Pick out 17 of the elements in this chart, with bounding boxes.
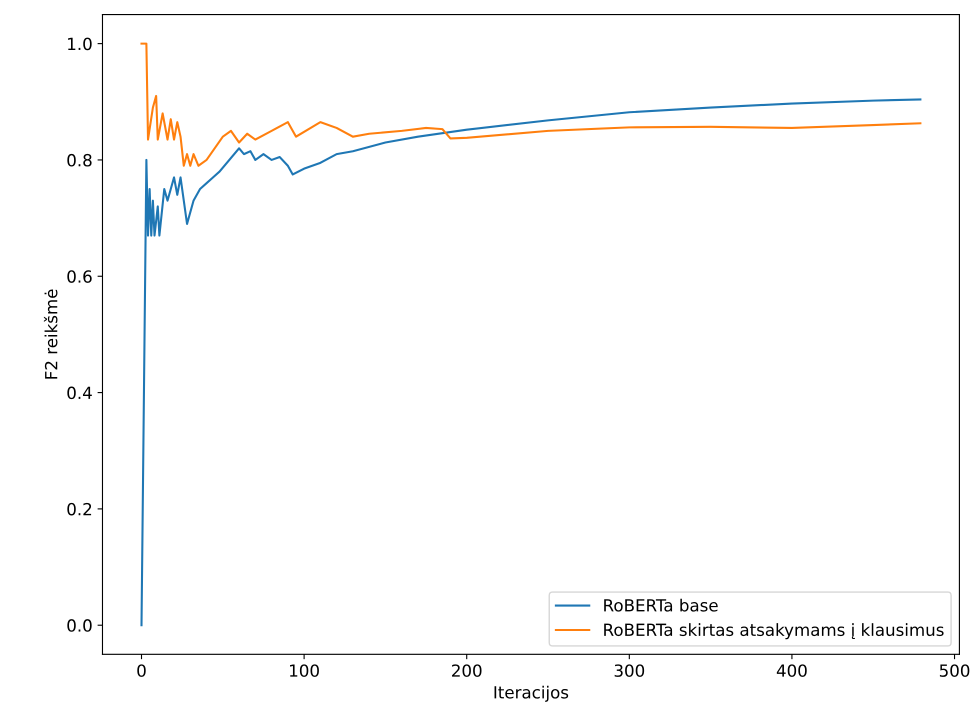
y-tick-label: 0.8 bbox=[67, 154, 92, 167]
x-tick-label: 100 bbox=[290, 664, 319, 677]
x-tick-label: 200 bbox=[452, 664, 482, 677]
x-tick-label: 500 bbox=[940, 664, 970, 677]
legend-label: RoBERTa skirtas atsakymams į klausimus bbox=[604, 623, 944, 640]
legend-label: RoBERTa base bbox=[604, 598, 718, 612]
y-tick-label: 0.2 bbox=[67, 502, 92, 516]
y-tick-label: 0.6 bbox=[67, 270, 92, 283]
x-tick-label: 300 bbox=[614, 664, 644, 677]
x-axis-title: Iteracijos bbox=[494, 686, 568, 702]
x-tick-label: 400 bbox=[776, 664, 807, 677]
line-series bbox=[140, 42, 922, 167]
y-tick-label: 0.0 bbox=[67, 619, 92, 632]
y-tick-label: 0.4 bbox=[67, 386, 92, 400]
y-tick-label: 1.0 bbox=[68, 38, 92, 50]
x-tick-label: 0 bbox=[137, 664, 146, 677]
y-axis-title: F2 reikšmė bbox=[44, 289, 58, 379]
